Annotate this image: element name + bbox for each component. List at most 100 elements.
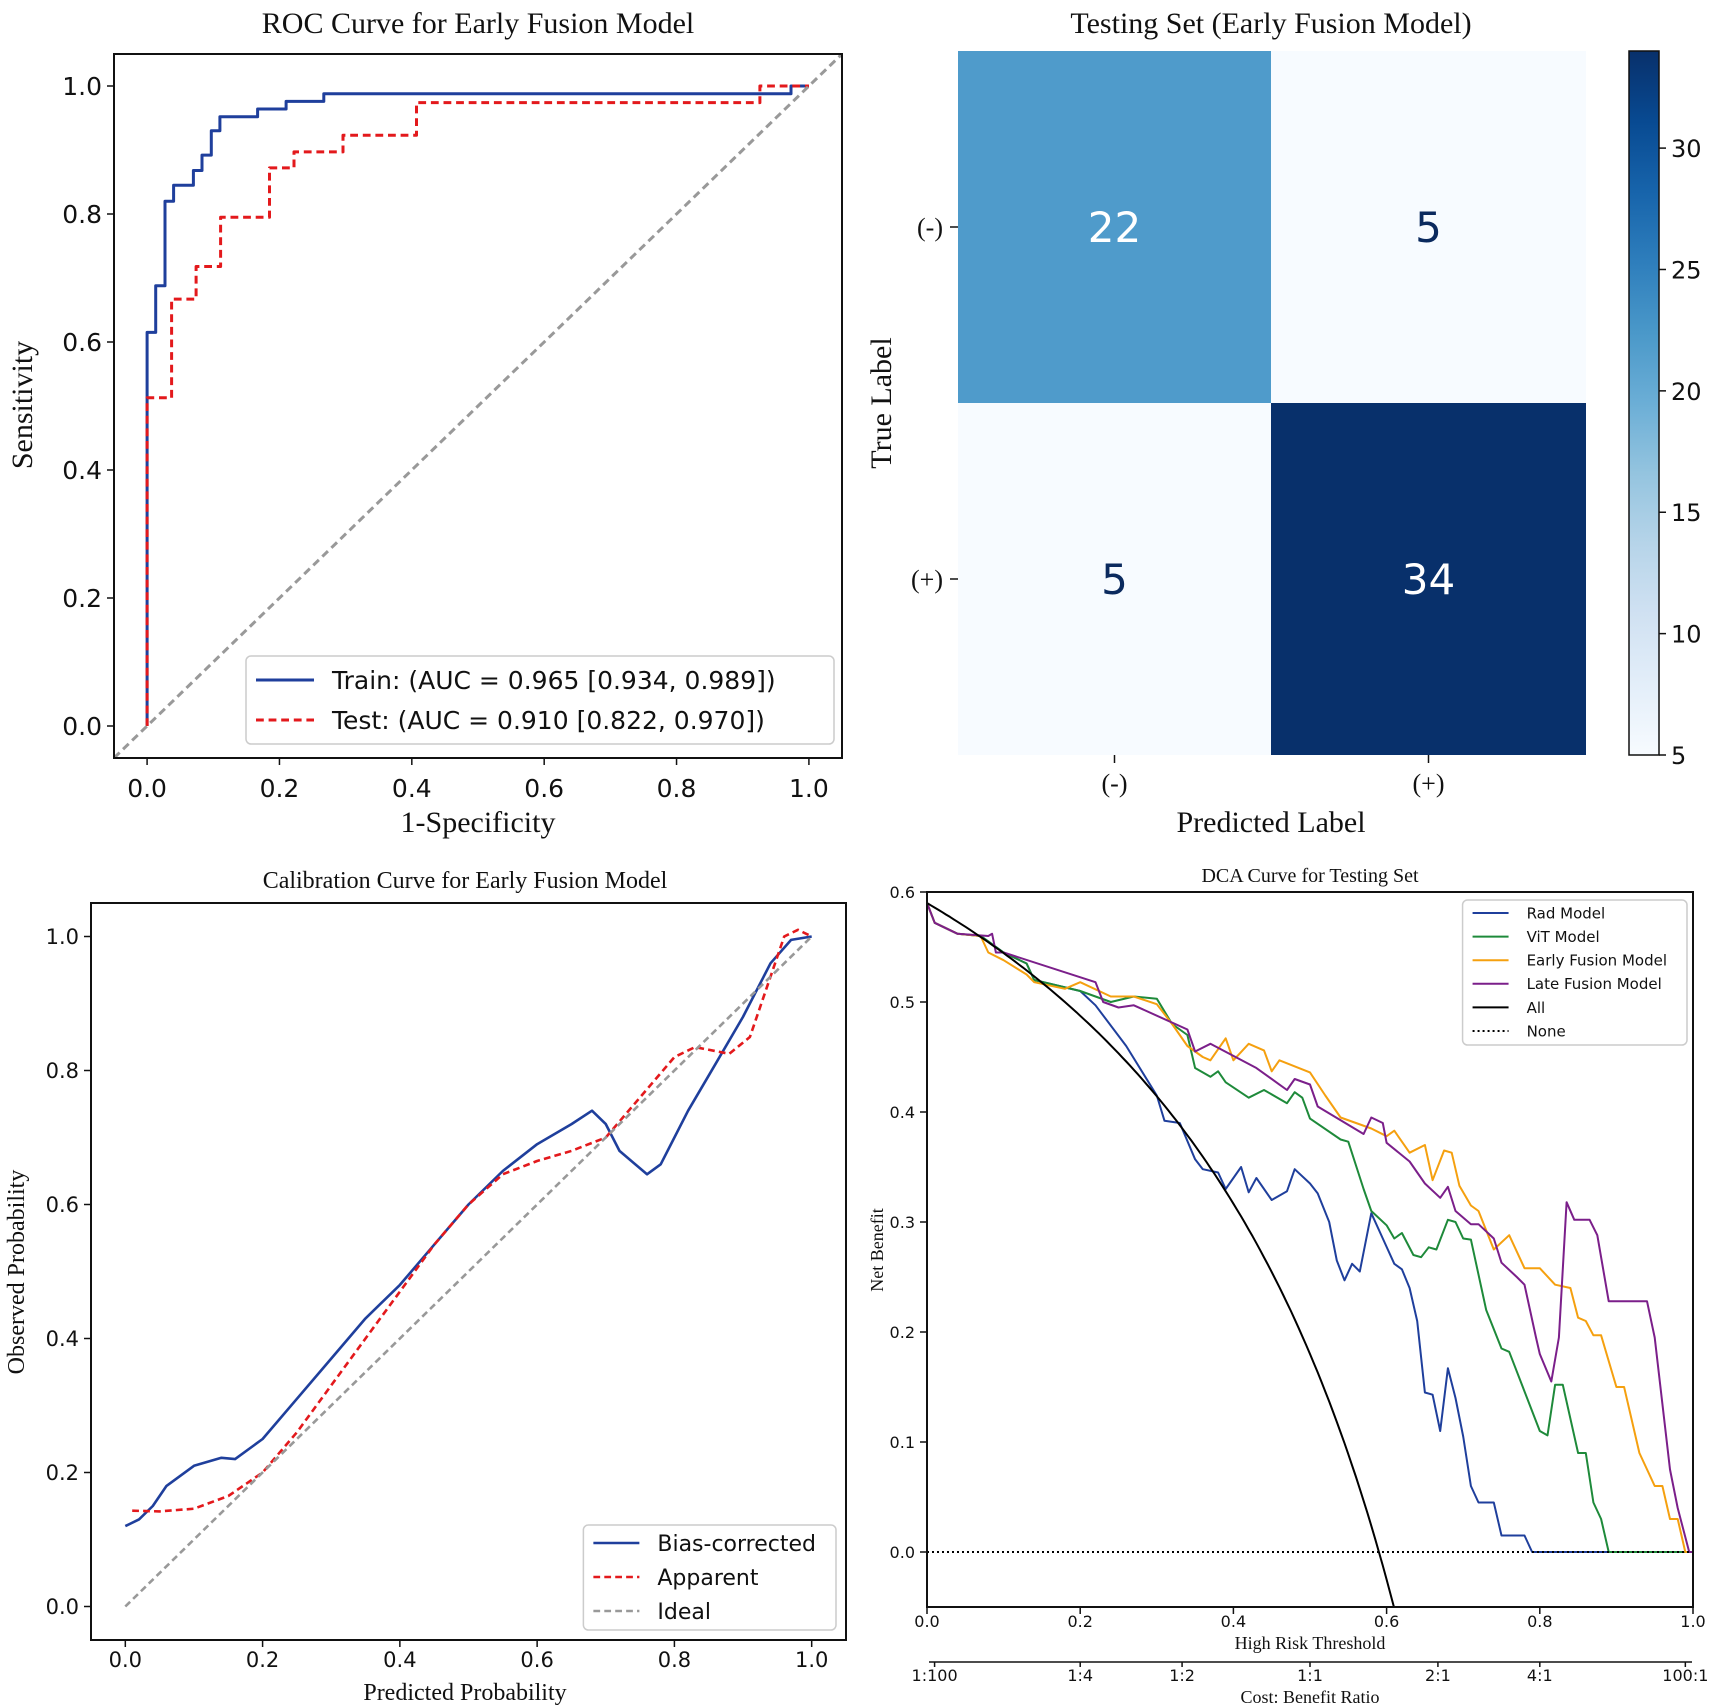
x-tick-label: 0.2 bbox=[246, 1648, 279, 1672]
y-tick-label: 0.2 bbox=[890, 1323, 915, 1342]
y-category-label: (-) bbox=[917, 213, 943, 242]
matrix-cell bbox=[958, 403, 1271, 755]
x-tick-label: 0.8 bbox=[1527, 1612, 1552, 1631]
legend: Rad Model ViT Model Early Fusion Model Late… bbox=[1461, 899, 1688, 1046]
x-tick-label: 0.8 bbox=[657, 774, 697, 803]
x-tick-label: 0.6 bbox=[1374, 1612, 1399, 1631]
legend-label: All bbox=[1527, 999, 1546, 1017]
series-line-0 bbox=[927, 902, 1693, 1553]
series-line-2 bbox=[927, 902, 1693, 1553]
x-tick-label: 0.4 bbox=[383, 1648, 416, 1672]
x-tick-label: 0.6 bbox=[520, 1648, 553, 1672]
chart-title: DCA Curve for Testing Set bbox=[1201, 865, 1419, 887]
calibration-chart: 0.0 0.2 0.4 0.6 0.8 1.0 0.0 0.2 0.4 0.6 0.8 1.0 Cali… bbox=[4, 868, 847, 1706]
cost-benefit-tick-label: 1:4 bbox=[1067, 1666, 1093, 1685]
plot-area bbox=[927, 902, 1693, 1607]
legend-label: Apparent bbox=[657, 1566, 759, 1591]
confusion-matrix: 22 5 5 34 (-) (+) (-) (+) Testing Set (Early Fus… bbox=[865, 7, 1702, 839]
x-tick-label: 1.0 bbox=[795, 1648, 828, 1672]
colorbar-tick-label: 10 bbox=[1671, 621, 1702, 649]
x-axis-label: Predicted Probability bbox=[363, 1680, 566, 1706]
cell-value: 34 bbox=[1402, 555, 1455, 604]
x-axis-label: Predicted Label bbox=[1176, 806, 1365, 839]
plot-frame bbox=[90, 902, 847, 1641]
y-tick-label: 0.2 bbox=[62, 584, 102, 613]
cell-value: 5 bbox=[1101, 555, 1128, 604]
legend-label: Rad Model bbox=[1527, 904, 1606, 922]
y-tick-label: 0.4 bbox=[890, 1103, 915, 1122]
x-tick-label: 1.0 bbox=[1680, 1612, 1705, 1631]
plot-area bbox=[114, 54, 842, 758]
y-tick-label: 0.4 bbox=[62, 456, 102, 485]
x-tick-label: 0.4 bbox=[1221, 1612, 1246, 1631]
y-tick-label: 0.2 bbox=[46, 1461, 79, 1485]
series-line-4 bbox=[927, 902, 1395, 1607]
y-tick-label: 1.0 bbox=[46, 925, 79, 949]
colorbar-tick-label: 25 bbox=[1671, 256, 1702, 284]
x-tick-label: 0.2 bbox=[1067, 1612, 1092, 1631]
series-line-2 bbox=[124, 935, 813, 1608]
y-tick-label: 0.5 bbox=[890, 993, 915, 1012]
legend-label: Train: (AUC = 0.965 [0.934, 0.989]) bbox=[331, 666, 776, 695]
series-line-0 bbox=[124, 935, 812, 1528]
cost-benefit-tick-label: 100:1 bbox=[1662, 1666, 1708, 1685]
y-tick-label: 0.3 bbox=[890, 1213, 915, 1232]
colorbar-tick-label: 30 bbox=[1671, 135, 1702, 163]
matrix-cell bbox=[1271, 403, 1586, 755]
cost-benefit-tick-label: 2:1 bbox=[1425, 1666, 1451, 1685]
plot-area bbox=[124, 928, 813, 1608]
x-tick-label: 0.0 bbox=[109, 1648, 142, 1672]
y-tick-label: 0.0 bbox=[46, 1595, 79, 1619]
series-line-1 bbox=[132, 928, 813, 1513]
dca-chart: 0.0 0.2 0.4 0.6 0.8 1.0 0.0 0.1 0.2 0.3 0.4 0.5 0.6 D… bbox=[867, 865, 1708, 1706]
cost-benefit-tick-label: 4:1 bbox=[1527, 1666, 1553, 1685]
y-tick-label: 0.4 bbox=[46, 1327, 79, 1351]
x-axis-label: High Risk Threshold bbox=[1235, 1633, 1386, 1653]
legend-label: Bias-corrected bbox=[657, 1532, 816, 1557]
legend-label: Early Fusion Model bbox=[1527, 952, 1667, 970]
legend-box bbox=[582, 1524, 837, 1631]
cost-benefit-tick-label: 1:1 bbox=[1297, 1666, 1323, 1685]
chart-title: Testing Set (Early Fusion Model) bbox=[1070, 7, 1471, 40]
legend-box bbox=[1461, 899, 1688, 1046]
y-axis-label: Sensitivity bbox=[6, 341, 39, 469]
y-tick-label: 0.0 bbox=[890, 1543, 915, 1562]
legend: Bias-corrected Apparent Ideal bbox=[582, 1524, 837, 1631]
colorbar-tick-label: 15 bbox=[1671, 499, 1702, 527]
y-tick-label: 0.1 bbox=[890, 1433, 915, 1452]
legend-label: None bbox=[1527, 1022, 1566, 1040]
y-tick-label: 0.6 bbox=[890, 883, 915, 902]
y-tick-label: 1.0 bbox=[62, 72, 102, 101]
x-tick-label: 0.6 bbox=[524, 774, 564, 803]
y-tick-label: 0.8 bbox=[46, 1059, 79, 1083]
series-line-1 bbox=[927, 902, 1693, 1553]
y-tick-label: 0.6 bbox=[46, 1193, 79, 1217]
chart-title: ROC Curve for Early Fusion Model bbox=[262, 7, 694, 40]
plot-frame bbox=[113, 53, 843, 759]
x-tick-label: 0.2 bbox=[260, 774, 300, 803]
y-category-label: (+) bbox=[911, 565, 943, 594]
colorbar-tick-label: 5 bbox=[1671, 742, 1686, 770]
y-tick-label: 0.0 bbox=[62, 712, 102, 741]
plot-frame bbox=[926, 891, 1694, 1608]
series-line-1 bbox=[145, 84, 809, 726]
colorbar-tick-label: 20 bbox=[1671, 378, 1702, 406]
cost-benefit-tick-label: 1:100 bbox=[912, 1666, 958, 1685]
cell-value: 5 bbox=[1415, 203, 1442, 252]
cost-benefit-axis-label: Cost: Benefit Ratio bbox=[1241, 1687, 1380, 1706]
x-tick-label: 0.0 bbox=[914, 1612, 939, 1631]
x-tick-label: 1.0 bbox=[789, 774, 829, 803]
series-line-3 bbox=[927, 902, 1693, 1553]
colorbar bbox=[1628, 50, 1660, 756]
cell-value: 22 bbox=[1088, 203, 1141, 252]
roc-chart: 0.0 0.2 0.4 0.6 0.8 1.0 0.0 0.2 0.4 0.6 0.8 1.0 ROC … bbox=[6, 7, 843, 839]
y-tick-label: 0.8 bbox=[62, 200, 102, 229]
y-axis-label: True Label bbox=[865, 337, 898, 468]
cost-benefit-tick-label: 1:2 bbox=[1169, 1666, 1195, 1685]
y-axis-label: Observed Probability bbox=[4, 1170, 30, 1375]
legend-label: ViT Model bbox=[1527, 928, 1600, 946]
x-tick-label: 0.0 bbox=[127, 774, 167, 803]
legend: Train: (AUC = 0.965 [0.934, 0.989]) Test:… bbox=[245, 655, 835, 745]
series-line-0 bbox=[145, 84, 809, 726]
